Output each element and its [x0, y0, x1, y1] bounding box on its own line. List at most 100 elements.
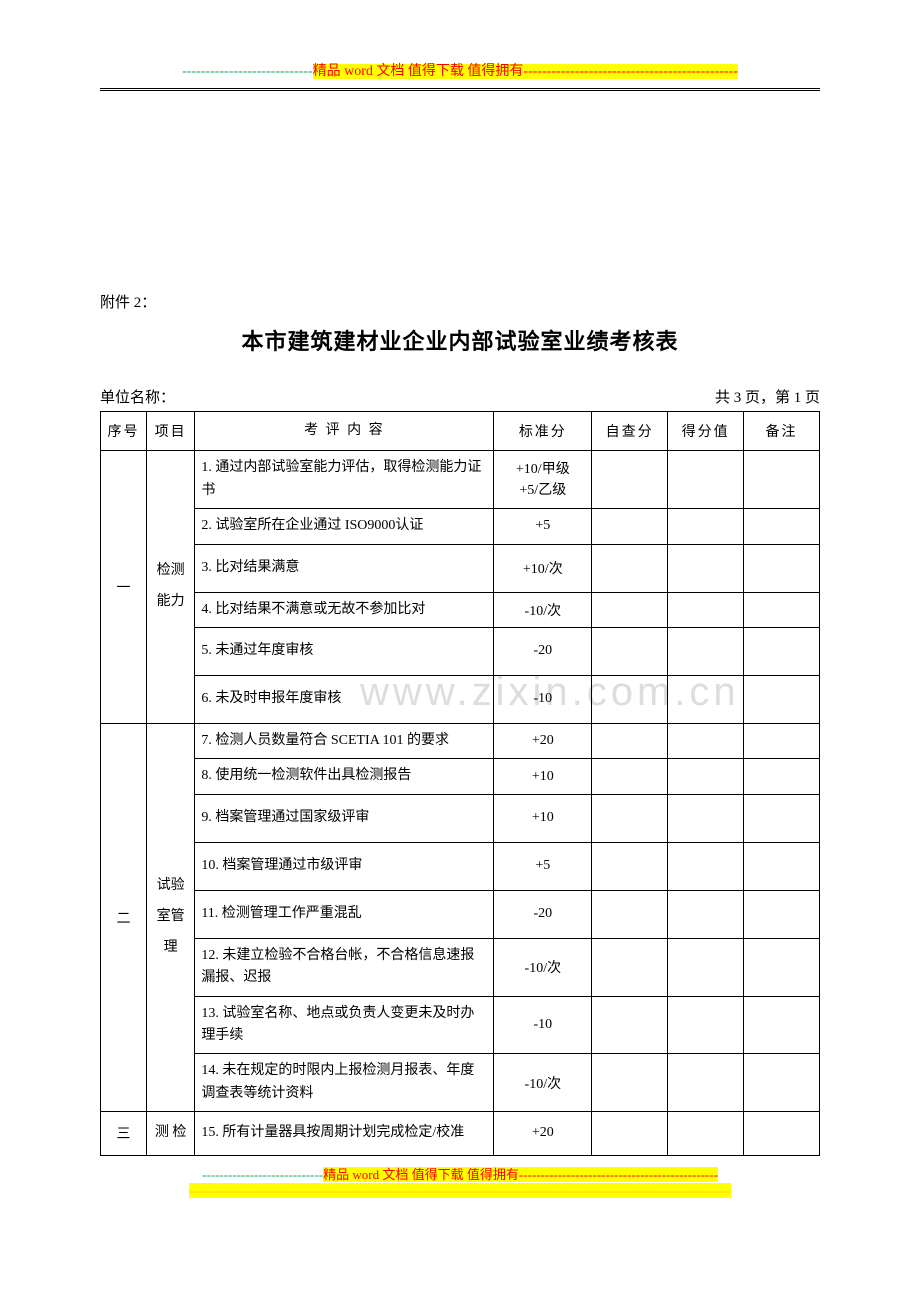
seq-cell: 一	[101, 451, 147, 724]
score-cell: -20	[494, 627, 592, 675]
final-cell	[668, 544, 744, 592]
score-cell: -10	[494, 996, 592, 1054]
col-note: 备注	[744, 412, 820, 451]
table-row: 2. 试验室所在企业通过 ISO9000认证 +5	[101, 509, 820, 544]
assessment-table: 序号 项目 考 评 内 容 标准分 自查分 得分值 备注 一 检测能力 1. 通…	[100, 411, 820, 1156]
header-banner: ----------------------------精品 word 文档 值…	[100, 60, 820, 80]
col-score: 标准分	[494, 412, 592, 451]
final-cell	[668, 592, 744, 627]
note-cell	[744, 1054, 820, 1112]
table-row: 一 检测能力 1. 通过内部试验室能力评估，取得检测能力证书 +10/甲级 +5…	[101, 451, 820, 509]
footer-dashes-right: ----------------------------------------…	[519, 1167, 718, 1182]
col-final: 得分值	[668, 412, 744, 451]
seq-cell: 三	[101, 1112, 147, 1156]
content-cell: 5. 未通过年度审核	[195, 627, 494, 675]
score-cell: +10	[494, 759, 592, 794]
content-cell: 10. 档案管理通过市级评审	[195, 842, 494, 890]
table-row: 8. 使用统一检测软件出具检测报告 +10	[101, 759, 820, 794]
table-row: 二 试验室管理 7. 检测人员数量符合 SCETIA 101 的要求 +20	[101, 723, 820, 758]
table-row: 3. 比对结果满意 +10/次	[101, 544, 820, 592]
table-row: 14. 未在规定的时限内上报检测月报表、年度调查表等统计资料 -10/次	[101, 1054, 820, 1112]
note-cell	[744, 1112, 820, 1156]
header-text: 精品 word 文档 值得下载 值得拥有	[313, 64, 524, 79]
final-cell	[668, 890, 744, 938]
score-cell: +20	[494, 1112, 592, 1156]
note-cell	[744, 759, 820, 794]
content-cell: 7. 检测人员数量符合 SCETIA 101 的要求	[195, 723, 494, 758]
self-cell	[592, 451, 668, 509]
self-cell	[592, 675, 668, 723]
content-cell: 11. 检测管理工作严重混乱	[195, 890, 494, 938]
score-cell: +10	[494, 794, 592, 842]
note-cell	[744, 451, 820, 509]
self-cell	[592, 592, 668, 627]
note-cell	[744, 509, 820, 544]
note-cell	[744, 996, 820, 1054]
unit-label: 单位名称：	[100, 386, 175, 407]
table-row: 6. 未及时申报年度审核 -10	[101, 675, 820, 723]
score-cell: -10/次	[494, 592, 592, 627]
final-cell	[668, 996, 744, 1054]
item-cell: 测 检	[147, 1112, 195, 1156]
content-cell: 4. 比对结果不满意或无故不参加比对	[195, 592, 494, 627]
self-cell	[592, 938, 668, 996]
self-cell	[592, 759, 668, 794]
content-cell: 3. 比对结果满意	[195, 544, 494, 592]
table-row: 三 测 检 15. 所有计量器具按周期计划完成检定/校准 +20	[101, 1112, 820, 1156]
col-item: 项目	[147, 412, 195, 451]
seq-cell: 二	[101, 723, 147, 1111]
content-cell: 6. 未及时申报年度审核	[195, 675, 494, 723]
note-cell	[744, 675, 820, 723]
content-cell: 9. 档案管理通过国家级评审	[195, 794, 494, 842]
self-cell	[592, 890, 668, 938]
final-cell	[668, 627, 744, 675]
content-cell: 14. 未在规定的时限内上报检测月报表、年度调查表等统计资料	[195, 1054, 494, 1112]
col-self: 自查分	[592, 412, 668, 451]
header-dashes-right: ----------------------------------------…	[523, 64, 737, 79]
note-cell	[744, 627, 820, 675]
note-cell	[744, 890, 820, 938]
content-cell: 15. 所有计量器具按周期计划完成检定/校准	[195, 1112, 494, 1156]
header-divider	[100, 88, 820, 91]
meta-row: 单位名称： 共 3 页，第 1 页	[100, 386, 820, 407]
content-cell: 2. 试验室所在企业通过 ISO9000认证	[195, 509, 494, 544]
table-row: 5. 未通过年度审核 -20	[101, 627, 820, 675]
final-cell	[668, 759, 744, 794]
content-cell: 12. 未建立检验不合格台帐，不合格信息速报漏报、迟报	[195, 938, 494, 996]
final-cell	[668, 675, 744, 723]
content-cell: 8. 使用统一检测软件出具检测报告	[195, 759, 494, 794]
self-cell	[592, 1112, 668, 1156]
note-cell	[744, 723, 820, 758]
score-cell: -10	[494, 675, 592, 723]
self-cell	[592, 509, 668, 544]
item-cell: 检测能力	[147, 451, 195, 724]
table-header-row: 序号 项目 考 评 内 容 标准分 自查分 得分值 备注	[101, 412, 820, 451]
self-cell	[592, 842, 668, 890]
self-cell	[592, 794, 668, 842]
final-cell	[668, 451, 744, 509]
content-cell: 13. 试验室名称、地点或负责人变更未及时办理手续	[195, 996, 494, 1054]
final-cell	[668, 794, 744, 842]
self-cell	[592, 544, 668, 592]
note-cell	[744, 842, 820, 890]
note-cell	[744, 938, 820, 996]
content-cell: 1. 通过内部试验室能力评估，取得检测能力证书	[195, 451, 494, 509]
footer-banner: ----------------------------精品 word 文档 值…	[100, 1164, 820, 1199]
self-cell	[592, 996, 668, 1054]
score-cell: +20	[494, 723, 592, 758]
header-dashes-left: ----------------------------	[182, 64, 313, 79]
attachment-label: 附件 2：	[100, 291, 820, 312]
table-row: 9. 档案管理通过国家级评审 +10	[101, 794, 820, 842]
score-cell: -10/次	[494, 938, 592, 996]
note-cell	[744, 592, 820, 627]
final-cell	[668, 723, 744, 758]
final-cell	[668, 1054, 744, 1112]
col-seq: 序号	[101, 412, 147, 451]
score-cell: -10/次	[494, 1054, 592, 1112]
table-row: 13. 试验室名称、地点或负责人变更未及时办理手续 -10	[101, 996, 820, 1054]
final-cell	[668, 842, 744, 890]
score-cell: -20	[494, 890, 592, 938]
page-info: 共 3 页，第 1 页	[715, 386, 820, 407]
score-cell: +5	[494, 509, 592, 544]
note-cell	[744, 544, 820, 592]
